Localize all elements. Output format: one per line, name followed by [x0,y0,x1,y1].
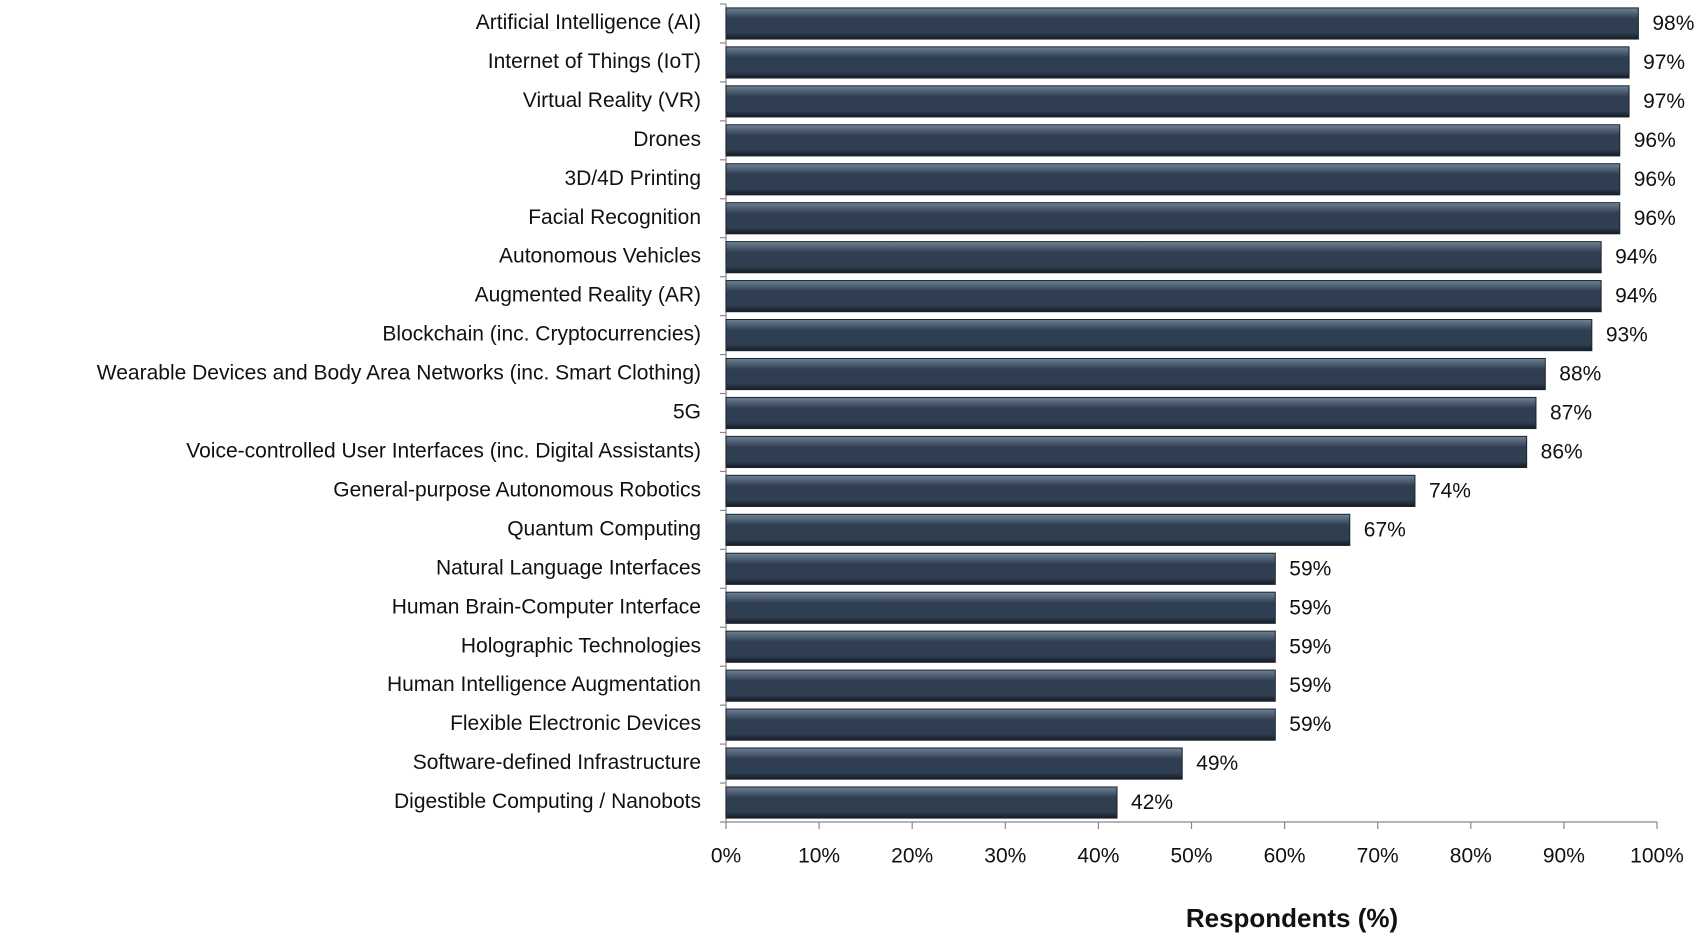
bar [725,708,1276,741]
y-tick-label: Internet of Things (IoT) [488,50,701,73]
x-tick-label: 90% [1543,845,1585,868]
y-tick-label: Autonomous Vehicles [499,245,701,268]
value-label: 67% [1364,518,1406,541]
x-tick-label: 20% [891,845,933,868]
y-tick-label: Drones [633,128,701,151]
y-tick-label: Virtual Reality (VR) [523,89,701,112]
bar [725,552,1276,585]
y-tick-label: Human Intelligence Augmentation [387,673,701,696]
bar [725,669,1276,702]
bar [725,630,1276,663]
value-label: 96% [1634,129,1676,152]
bar [725,786,1118,819]
bar [725,319,1593,352]
value-label: 42% [1131,791,1173,814]
bar [725,435,1528,469]
value-label: 96% [1634,168,1676,191]
y-tick-label: Artificial Intelligence (AI) [476,11,701,34]
x-tick-label: 10% [798,845,840,868]
x-tick-label: 60% [1264,845,1306,868]
value-label: 74% [1429,479,1471,502]
x-tick-label: 100% [1630,845,1684,868]
value-label: 59% [1289,635,1331,658]
y-tick-label: Holographic Technologies [461,634,701,657]
y-tick-label: Digestible Computing / Nanobots [394,790,701,813]
bar [725,241,1602,274]
bar [725,124,1621,157]
value-label: 59% [1289,557,1331,580]
value-label: 87% [1550,402,1592,425]
bar [725,85,1630,118]
value-label: 93% [1606,324,1648,347]
y-tick-label: Natural Language Interfaces [436,556,701,579]
bar [725,474,1416,507]
x-tick-label: 50% [1170,845,1212,868]
y-tick-label: 5G [673,401,701,424]
value-label: 86% [1541,440,1583,463]
x-tick-label: 80% [1450,845,1492,868]
y-tick-label: Blockchain (inc. Cryptocurrencies) [382,323,701,346]
x-tick-label: 40% [1077,845,1119,868]
x-tick-label: 0% [711,845,741,868]
value-label: 97% [1643,90,1685,113]
bar [725,591,1276,624]
y-tick-label: Facial Recognition [528,206,701,229]
value-label: 98% [1652,12,1694,35]
value-label: 94% [1615,285,1657,308]
bar [725,202,1621,235]
bar [725,396,1537,430]
bar [725,357,1546,391]
y-tick-label: 3D/4D Printing [564,167,701,190]
y-tick-label: Flexible Electronic Devices [450,712,701,735]
value-label: 49% [1196,752,1238,775]
x-tick-label: 70% [1357,845,1399,868]
value-label: 94% [1615,246,1657,269]
bar [725,747,1183,780]
y-tick-label: Quantum Computing [507,517,701,540]
bar [725,46,1630,79]
bar [725,7,1639,40]
value-label: 59% [1289,596,1331,619]
value-label: 88% [1559,363,1601,386]
y-tick-label: Wearable Devices and Body Area Networks … [97,362,701,385]
y-tick-label: Augmented Reality (AR) [475,284,701,307]
value-label: 59% [1289,674,1331,697]
value-label: 59% [1289,713,1331,736]
y-tick-label: General-purpose Autonomous Robotics [333,478,701,501]
bar [725,163,1621,196]
bar [725,513,1351,546]
x-tick-label: 30% [984,845,1026,868]
value-label: 96% [1634,207,1676,230]
value-label: 97% [1643,51,1685,74]
bar [725,280,1602,313]
x-axis-label: Respondents (%) [1186,903,1398,933]
y-tick-label: Human Brain-Computer Interface [392,595,701,618]
y-tick-label: Software-defined Infrastructure [413,751,701,774]
y-tick-label: Voice-controlled User Interfaces (inc. D… [186,439,701,462]
